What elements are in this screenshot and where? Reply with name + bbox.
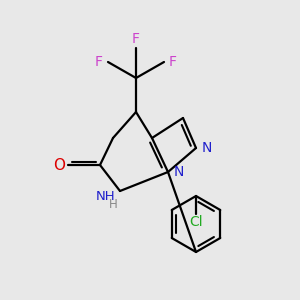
Text: Cl: Cl bbox=[189, 215, 203, 229]
Text: N: N bbox=[202, 141, 212, 155]
Text: N: N bbox=[174, 165, 184, 179]
Text: H: H bbox=[109, 199, 117, 212]
Text: O: O bbox=[53, 158, 65, 172]
Text: F: F bbox=[132, 32, 140, 46]
Text: NH: NH bbox=[96, 190, 116, 202]
Text: F: F bbox=[169, 55, 177, 69]
Text: F: F bbox=[95, 55, 103, 69]
